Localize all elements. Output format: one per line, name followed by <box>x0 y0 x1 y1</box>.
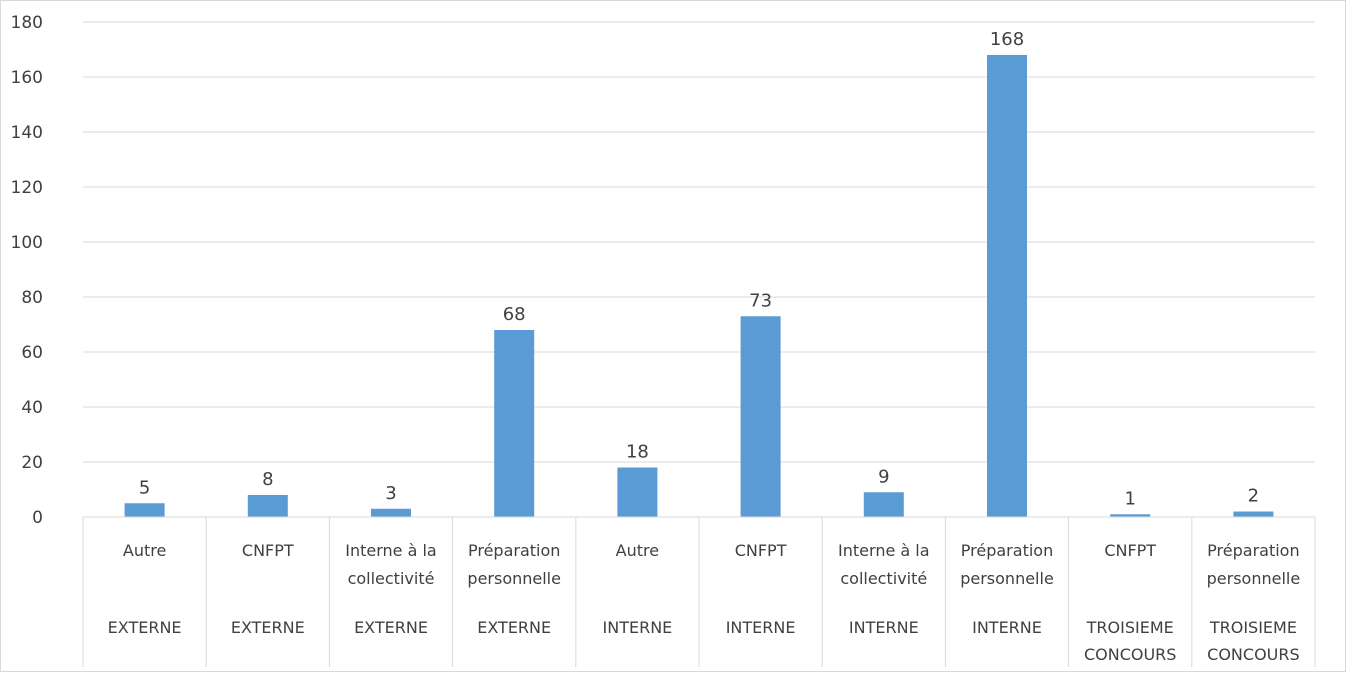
group-label: INTERNE <box>972 618 1042 637</box>
y-tick-label: 0 <box>32 508 43 528</box>
bar <box>124 503 165 517</box>
category-label: personnelle <box>1207 569 1301 588</box>
data-label: 68 <box>503 304 526 325</box>
category-label: Interne à la <box>345 541 436 560</box>
group-label: CONCOURS <box>1084 645 1176 664</box>
y-tick-label: 120 <box>11 178 43 198</box>
x-axis <box>82 516 1316 667</box>
y-tick-label: 180 <box>11 13 43 33</box>
data-label: 8 <box>262 469 273 490</box>
y-tick-label: 60 <box>21 343 43 363</box>
bar <box>863 492 904 517</box>
group-label: INTERNE <box>726 618 796 637</box>
group-label: INTERNE <box>849 618 919 637</box>
category-label: Préparation <box>1207 541 1299 560</box>
group-label: INTERNE <box>603 618 673 637</box>
y-tick-label: 160 <box>11 68 43 88</box>
group-label: EXTERNE <box>354 618 428 637</box>
bar <box>494 330 535 517</box>
y-tick-label: 140 <box>11 123 43 143</box>
category-label: Préparation <box>468 541 560 560</box>
y-tick-label: 100 <box>11 233 43 253</box>
category-label: Préparation <box>961 541 1053 560</box>
group-label: TROISIEME <box>1209 618 1297 637</box>
bar <box>371 508 411 517</box>
data-label: 9 <box>878 466 889 487</box>
category-label: Interne à la <box>838 541 929 560</box>
bar <box>987 55 1027 517</box>
category-label: CNFPT <box>242 541 294 560</box>
data-label: 73 <box>749 290 772 311</box>
data-label: 168 <box>990 29 1024 50</box>
y-tick-label: 20 <box>21 453 43 473</box>
bars <box>124 55 1274 517</box>
category-label: Autre <box>123 541 166 560</box>
data-label: 5 <box>139 477 150 498</box>
category-label: CNFPT <box>1104 541 1156 560</box>
data-labels: 5 8 3 68 18 73 9 168 1 2 <box>139 29 1259 509</box>
category-label: personnelle <box>960 569 1054 588</box>
category-label: collectivité <box>348 569 435 588</box>
data-label: 1 <box>1124 488 1135 509</box>
y-axis-tick-labels: 0 20 40 60 80 100 120 140 160 180 <box>11 13 43 528</box>
bar <box>1110 514 1151 517</box>
category-labels: Autre EXTERNE CNFPT EXTERNE Interne à la coll… <box>108 541 1301 664</box>
group-label: TROISIEME <box>1086 618 1174 637</box>
group-label: EXTERNE <box>231 618 305 637</box>
category-label: personnelle <box>467 569 561 588</box>
group-label: CONCOURS <box>1207 645 1299 664</box>
category-label: collectivité <box>840 569 927 588</box>
gridlines <box>83 21 1315 463</box>
group-label: EXTERNE <box>477 618 551 637</box>
data-label: 2 <box>1248 486 1259 507</box>
y-tick-label: 40 <box>21 398 43 418</box>
bar <box>1233 511 1274 517</box>
category-label: CNFPT <box>735 541 787 560</box>
bar <box>617 467 658 517</box>
y-tick-label: 80 <box>21 288 43 308</box>
category-label: Autre <box>616 541 659 560</box>
data-label: 18 <box>626 442 649 463</box>
data-label: 3 <box>385 483 396 504</box>
group-label: EXTERNE <box>108 618 182 637</box>
bar <box>740 316 781 517</box>
bar <box>247 495 288 517</box>
